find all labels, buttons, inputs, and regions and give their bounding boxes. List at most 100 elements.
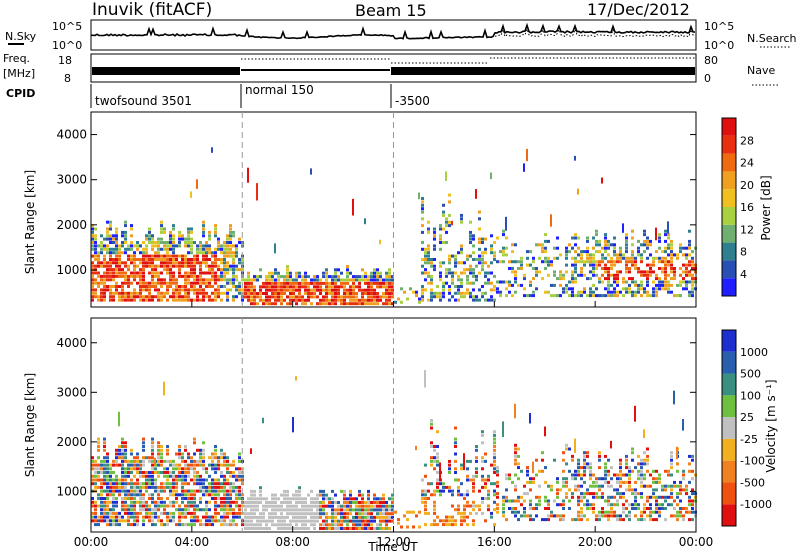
power-cell: [679, 243, 682, 247]
velocity-cell: [187, 456, 190, 460]
power-cell: [97, 251, 100, 255]
power-cell: [163, 278, 166, 282]
power-cell: [499, 294, 502, 298]
x-axis-label: Time UT: [367, 540, 418, 554]
power-cell: [115, 285, 118, 288]
velocity-cell: [193, 459, 196, 463]
power-cell: [490, 251, 493, 255]
power-cell: [505, 287, 508, 291]
power-cell: [97, 298, 100, 302]
velocity-cell: [334, 523, 337, 527]
power-cell: [220, 285, 223, 288]
power-cell: [202, 278, 205, 282]
velocity-cell: [607, 495, 610, 499]
velocity-cell: [214, 478, 217, 482]
power-cell: [442, 295, 445, 299]
power-cell: [358, 302, 361, 306]
power-cell: [349, 302, 352, 306]
power-cell: [226, 298, 229, 302]
velocity-cell: [679, 492, 682, 496]
power-cell: [382, 292, 385, 295]
power-cell: [169, 234, 172, 238]
power-cell: [232, 261, 235, 265]
velocity-cell: [649, 518, 652, 522]
power-cell: [250, 281, 253, 285]
power-cell: [100, 298, 103, 302]
velocity-cell: [655, 503, 658, 507]
velocity-cell: [628, 477, 631, 481]
power-cell: [223, 285, 226, 288]
power-cell: [298, 275, 301, 279]
power-cell: [343, 278, 346, 282]
velocity-cell: [625, 488, 628, 492]
power-cell: [121, 288, 124, 292]
power-cell: [100, 291, 103, 295]
velocity-cell: [472, 519, 475, 523]
velocity-cell: [115, 478, 118, 482]
velocity-cell: [103, 511, 106, 515]
velocity-cell: [481, 441, 484, 445]
power-cell: [613, 273, 616, 277]
velocity-cell: [244, 515, 247, 519]
velocity-cell: [118, 519, 121, 523]
power-cell: [172, 241, 175, 244]
power-cell: [658, 283, 661, 287]
velocity-cell: [160, 519, 163, 523]
power-cell: [457, 298, 460, 302]
power-cell: [661, 283, 664, 287]
velocity-cell: [154, 504, 157, 508]
power-cell: [382, 295, 385, 299]
power-cell: [529, 294, 532, 298]
velocity-cell: [214, 493, 217, 497]
velocity-cell: [658, 480, 661, 484]
velocity-cell: [565, 480, 568, 484]
power-cell: [439, 247, 442, 251]
power-cell: [445, 220, 448, 224]
velocity-cell: [193, 437, 196, 441]
velocity-cell: [262, 519, 265, 523]
velocity-cell: [454, 426, 457, 430]
power-cell: [118, 268, 121, 272]
velocity-cell: [613, 488, 616, 492]
power-cell: [478, 254, 481, 258]
power-cell: [250, 292, 253, 295]
power-cell: [466, 278, 469, 282]
velocity-cell: [604, 514, 607, 518]
power-cell: [592, 273, 595, 277]
power-cell: [661, 256, 664, 260]
power-cell: [145, 254, 148, 258]
power-cell: [472, 281, 475, 285]
power-cell: [112, 291, 115, 295]
velocity-cell: [172, 471, 175, 474]
power-cell: [352, 285, 355, 289]
power-cell: [145, 295, 148, 299]
colorbar-frame: [721, 117, 737, 297]
power-cell: [298, 285, 301, 289]
velocity-cell: [175, 474, 178, 478]
power-cell: [223, 241, 226, 244]
velocity-cell: [355, 527, 358, 530]
power-cell: [214, 227, 217, 231]
velocity-cell: [541, 458, 544, 462]
velocity-cell: [295, 493, 298, 497]
power-cell: [526, 256, 529, 260]
power-cell: [262, 302, 265, 306]
power-cell: [124, 237, 127, 241]
velocity-cell: [298, 493, 301, 497]
power-cell: [469, 220, 472, 224]
velocity-cell: [91, 459, 94, 463]
velocity-cell: [475, 474, 478, 478]
power-cell: [100, 295, 103, 299]
velocity-cell: [235, 500, 238, 504]
power-cell: [178, 295, 181, 299]
velocity-cell: [181, 478, 184, 482]
velocity-cell: [613, 495, 616, 499]
power-cell: [466, 291, 469, 295]
power-cell: [118, 274, 121, 278]
power-cell: [196, 244, 199, 248]
power-cell: [127, 298, 130, 302]
velocity-cell: [157, 441, 160, 445]
velocity-cell: [154, 500, 157, 504]
power-cell: [523, 294, 526, 298]
power-cell: [673, 270, 676, 274]
